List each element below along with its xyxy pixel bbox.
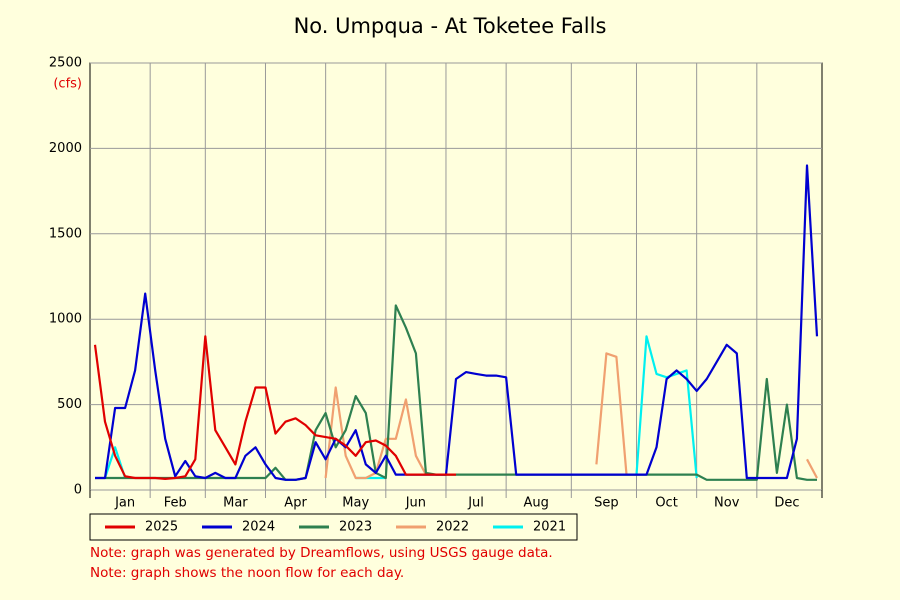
note: Note: graph shows the noon flow for each… <box>90 565 404 581</box>
y-tick-label: 0 <box>74 483 82 498</box>
x-tick-label: Jan <box>114 496 135 511</box>
x-tick-label: Jul <box>467 496 484 511</box>
x-tick-label: Aug <box>524 496 549 511</box>
y-tick-label: 500 <box>57 397 82 412</box>
y-tick-label: 2000 <box>49 141 82 156</box>
x-tick-label: Oct <box>655 496 677 511</box>
x-tick-label: Dec <box>774 496 799 511</box>
series-line <box>95 164 819 481</box>
legend-label: 2022 <box>436 520 469 535</box>
x-tick-label: Apr <box>284 496 307 511</box>
series-line <box>103 335 698 480</box>
x-tick-label: Feb <box>164 496 187 511</box>
legend-label: 2023 <box>339 520 372 535</box>
y-tick-label: 1500 <box>49 226 82 241</box>
x-tick-label: Sep <box>594 496 619 511</box>
series-line <box>95 304 817 481</box>
series-line <box>93 335 456 480</box>
legend-label: 2021 <box>533 520 566 535</box>
x-tick-label: Jun <box>405 496 426 511</box>
chart-title: No. Umpqua - At Toketee Falls <box>294 14 607 38</box>
x-tick-label: Mar <box>223 496 248 511</box>
legend-label: 2025 <box>145 520 178 535</box>
note: Note: graph was generated by Dreamflows,… <box>90 545 553 561</box>
x-tick-label: Nov <box>714 496 740 511</box>
x-tick-label: May <box>342 496 369 511</box>
y-unit: (cfs) <box>53 77 82 92</box>
legend-label: 2024 <box>242 520 275 535</box>
y-tick-label: 1000 <box>49 312 82 327</box>
legend-box <box>89 513 578 541</box>
plot-frame <box>89 62 823 491</box>
y-tick-label: 2500 <box>49 56 82 71</box>
